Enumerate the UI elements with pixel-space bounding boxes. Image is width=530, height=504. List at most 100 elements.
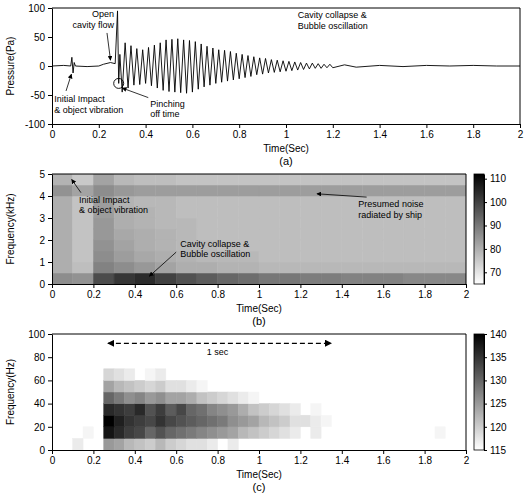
tick-label: 70 (490, 267, 502, 278)
heatmap-cell (156, 185, 177, 196)
heatmap-cell (321, 415, 331, 427)
heatmap-cell (93, 174, 114, 185)
tick-label: 0.6 (170, 289, 184, 300)
heatmap-cell (218, 262, 239, 273)
heatmap-cell (176, 218, 197, 229)
heatmap-cell (218, 207, 239, 218)
heatmap-cell (363, 185, 384, 196)
heatmap-cell (218, 273, 239, 284)
heatmap-cell (114, 273, 135, 284)
heatmap-cell (321, 196, 342, 207)
tick-mark (342, 284, 343, 288)
tick: 0 (50, 124, 56, 140)
heatmap-cell (445, 229, 466, 240)
heatmap-cell (104, 369, 114, 381)
tick-mark (48, 174, 52, 175)
tick: 90 (484, 220, 502, 231)
heatmap-cell (176, 392, 186, 404)
x-axis-title: Time(Sec) (236, 303, 282, 314)
heatmap-cell (93, 218, 114, 229)
tick-mark (466, 284, 467, 288)
tick-label: 2 (39, 235, 45, 246)
plot-area (52, 11, 520, 93)
tick-label: 1.4 (335, 289, 349, 300)
heatmap-cell (52, 273, 73, 284)
annotation-arrow (122, 88, 148, 98)
heatmap-cell (135, 427, 145, 439)
heatmap-cell (300, 185, 321, 196)
tick-label: 130 (490, 375, 507, 386)
heatmap-cell (73, 251, 94, 262)
tick-mark (484, 427, 487, 428)
heatmap-cell (156, 392, 166, 404)
heatmap-cell (259, 415, 269, 427)
heatmap-cell (300, 273, 321, 284)
tick: 1.2 (294, 284, 308, 300)
heatmap-cell (300, 218, 321, 229)
heatmap-cell (259, 273, 280, 284)
heatmap-cell (249, 415, 259, 427)
tick: 2 (464, 284, 470, 300)
heatmap-cell (114, 404, 124, 416)
tick-mark (218, 450, 219, 454)
heatmap-cell (425, 229, 446, 240)
tick-mark (484, 450, 487, 451)
heatmap-cell (218, 196, 239, 207)
heatmap-cell (280, 273, 301, 284)
tick-mark (48, 95, 52, 96)
tick-mark (484, 225, 487, 226)
tick-label: 120 (490, 422, 507, 433)
tick: 0.6 (186, 124, 200, 140)
heatmap-cell (197, 174, 218, 185)
heatmap-cell (311, 404, 321, 416)
tick-label: 140 (490, 329, 507, 340)
heatmap-cell (197, 196, 218, 207)
heatmap-cell (280, 174, 301, 185)
heatmap-cell (280, 185, 301, 196)
heatmap-cell (363, 240, 384, 251)
tick-label: 0 (50, 455, 56, 466)
tick-label: 0.8 (233, 129, 247, 140)
tick-label: 1.4 (335, 455, 349, 466)
frame (466, 334, 467, 450)
heatmap-cell (104, 392, 114, 404)
heatmap-cell (383, 240, 404, 251)
span-arrow (108, 343, 332, 344)
tick-mark (484, 249, 487, 250)
heatmap-cell (383, 174, 404, 185)
heatmap-cell (156, 251, 177, 262)
heatmap-cell (52, 262, 73, 273)
tick-mark (300, 284, 301, 288)
tick: 1.8 (418, 284, 432, 300)
tick-mark (135, 284, 136, 288)
heatmap-cell (269, 415, 279, 427)
tick-label: 1.2 (294, 289, 308, 300)
heatmap-cell (300, 240, 321, 251)
annotation: Presumed noiseradiated by ship (358, 199, 423, 220)
heatmap-cell (445, 218, 466, 229)
heatmap-cell (93, 229, 114, 240)
heatmap-cell (259, 404, 269, 416)
x-axis: 00.20.40.60.811.21.41.61.82 (50, 124, 524, 140)
heatmap-cell (73, 240, 94, 251)
heatmap-cell (342, 174, 363, 185)
tick-label: 125 (490, 398, 507, 409)
heatmap-cell (238, 415, 248, 427)
heatmap-cell (280, 415, 290, 427)
plot-area (73, 369, 446, 450)
heatmap-cell (311, 415, 321, 427)
tick-label: 1.8 (418, 455, 432, 466)
tick-label: 3 (39, 213, 45, 224)
heatmap-cell (404, 229, 425, 240)
heatmap-cell (269, 404, 279, 416)
annotation: Opencavity flow (72, 9, 114, 30)
tick-mark (99, 124, 100, 128)
heatmap-cell (114, 229, 135, 240)
axis-line (52, 9, 53, 125)
tick-label: 5 (39, 169, 45, 180)
tick-mark (383, 450, 384, 454)
heatmap-cell (425, 185, 446, 196)
heatmap-cell (135, 174, 156, 185)
heatmap-cell (176, 196, 197, 207)
heatmap-cell (156, 218, 177, 229)
